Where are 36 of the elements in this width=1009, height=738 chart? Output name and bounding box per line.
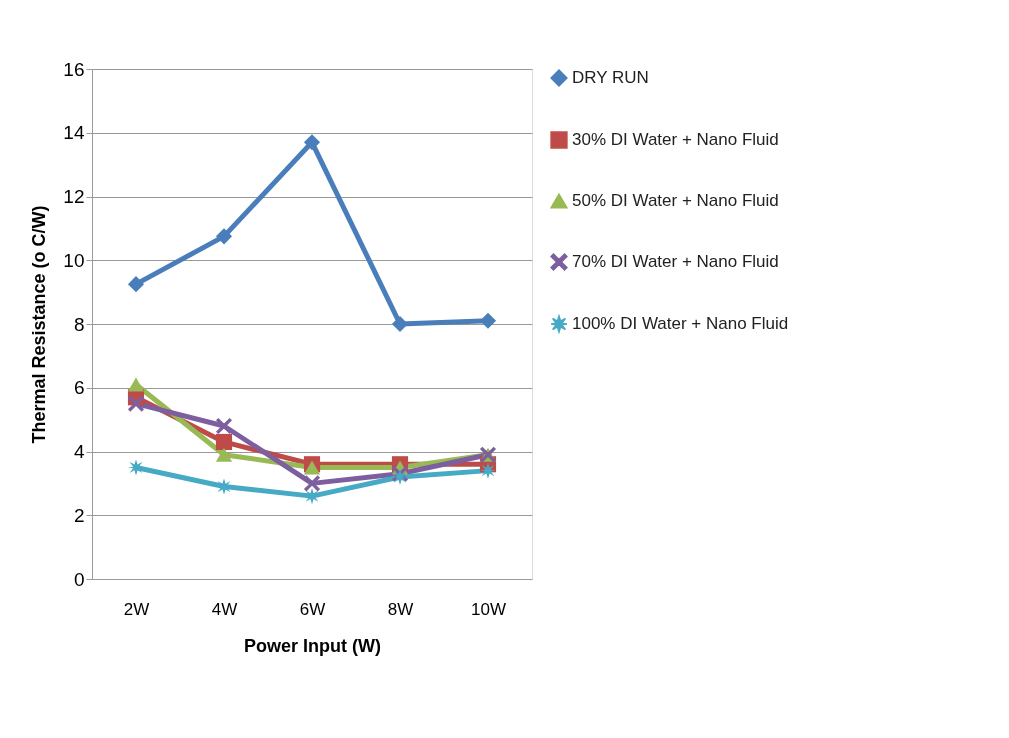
y-tick-label: 14 [63,122,85,144]
y-tick-label: 2 [73,504,85,526]
point [215,433,233,450]
point [215,447,233,462]
y-tick-label: 8 [73,313,85,335]
x-tick-label: 4W [211,599,238,619]
legend-label: DRY RUN [572,68,649,87]
legend-label: 30% DI Water + Nano Fluid [572,130,779,149]
y-tick-label: 4 [73,441,85,462]
point [303,134,321,151]
point [127,276,145,293]
x-axis-title: Power Input (W) [244,635,381,656]
x-tick-label: 6W [299,599,326,619]
y-tick-label: 0 [73,568,85,590]
legend-label: 70% DI Water + Nano Fluid [572,252,779,271]
y-tick-label: 6 [73,377,85,399]
point [127,377,145,392]
point [215,228,233,245]
point [391,468,409,486]
point [479,462,497,479]
point [215,478,233,495]
point [215,417,233,435]
y-axis-title: Thermal Resistance (o C/W) [29,205,50,444]
y-tick-label: 16 [63,58,85,80]
x-tick-label: 2W [123,599,150,619]
y-tick-label: 12 [63,186,85,207]
x-tick-label: 8W [387,599,414,619]
legend-label: 100% DI Water + Nano Fluid [572,314,789,333]
y-tick-label: 10 [63,249,85,271]
point [303,488,321,505]
point [127,395,145,412]
point [127,459,145,476]
point [303,460,321,475]
point [303,475,321,492]
x-tick-label: 10W [471,599,506,619]
legend-label: 50% DI Water + Nano Fluid [572,191,779,210]
